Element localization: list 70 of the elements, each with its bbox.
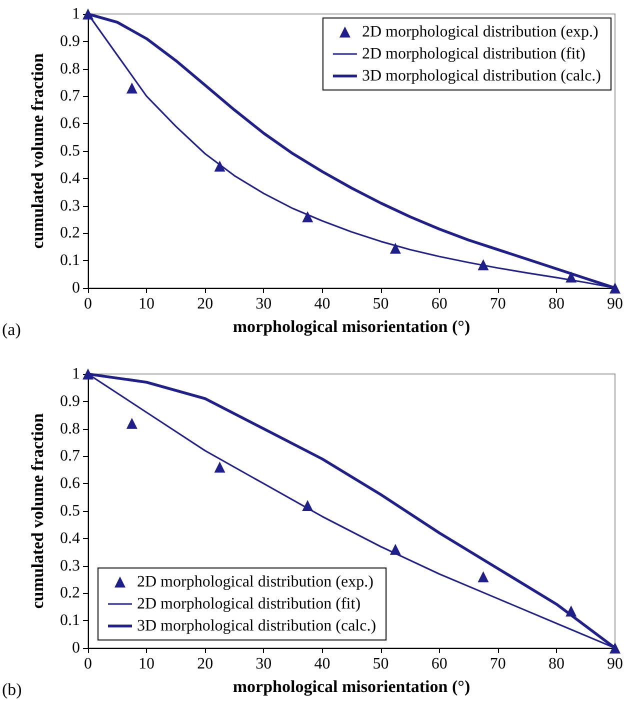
legend-label: 3D morphological distribution (calc.) bbox=[362, 68, 602, 84]
y-tick-label: 0 bbox=[72, 280, 80, 296]
x-tick-label: 20 bbox=[197, 296, 214, 312]
y-axis-title: cumulated volume fraction bbox=[28, 52, 47, 249]
y-tick-label: 0.8 bbox=[60, 420, 80, 438]
point bbox=[390, 544, 401, 555]
legend-label: 3D morphological distribution (calc.) bbox=[137, 618, 376, 634]
point bbox=[566, 606, 577, 617]
y-tick-label: 0.9 bbox=[60, 32, 80, 50]
x-tick-label: 60 bbox=[431, 296, 448, 312]
y-tick-label: 0.9 bbox=[60, 392, 80, 410]
y-tick-label: 1 bbox=[72, 6, 80, 22]
y-axis-title: cumulated volume fraction bbox=[28, 412, 47, 609]
y-tick-label: 0.7 bbox=[60, 88, 80, 105]
x-tick-label: 30 bbox=[256, 296, 272, 312]
x-tick-label: 70 bbox=[490, 656, 506, 672]
point bbox=[82, 368, 94, 380]
x-tick-label: 10 bbox=[138, 296, 155, 312]
legend-label: 2D morphological distribution (exp.) bbox=[362, 24, 598, 40]
legend-label: 2D morphological distribution (fit) bbox=[362, 46, 586, 62]
y-tick-label: 0 bbox=[72, 640, 80, 656]
legend-label: 2D morphological distribution (exp.) bbox=[137, 574, 374, 590]
x-axis-title: morphological misorientation (°) bbox=[232, 317, 470, 336]
x-tick-label: 80 bbox=[548, 656, 564, 672]
point bbox=[82, 8, 94, 20]
point bbox=[390, 242, 401, 254]
y-tick-label: 0.1 bbox=[60, 612, 80, 630]
x-tick-label: 90 bbox=[607, 296, 623, 312]
text: (b) bbox=[2, 680, 22, 699]
point bbox=[478, 571, 489, 582]
y-tick-label: 0.2 bbox=[60, 224, 80, 242]
y-tick-label: 0.3 bbox=[60, 557, 80, 574]
x-tick-label: 20 bbox=[197, 656, 214, 672]
point bbox=[214, 160, 226, 172]
x-tick-label: 0 bbox=[84, 656, 92, 672]
y-tick-label: 0.3 bbox=[60, 197, 80, 214]
y-tick-label: 0.6 bbox=[60, 115, 80, 132]
x-tick-label: 0 bbox=[84, 296, 92, 312]
y-tick-label: 1 bbox=[72, 366, 80, 382]
legend-label: 2D morphological distribution (fit) bbox=[137, 596, 361, 612]
point bbox=[126, 82, 138, 94]
x-tick-label: 40 bbox=[314, 656, 330, 672]
x-tick-label: 50 bbox=[372, 656, 389, 672]
y-tick-label: 0.5 bbox=[60, 502, 80, 520]
x-tick-label: 50 bbox=[372, 296, 389, 312]
point bbox=[566, 272, 577, 283]
y-tick-label: 0.5 bbox=[60, 142, 80, 160]
y-tick-label: 0.8 bbox=[60, 60, 80, 78]
x-axis-title: morphological misorientation (°) bbox=[232, 677, 470, 696]
y-tick-label: 0.2 bbox=[60, 584, 80, 602]
point bbox=[610, 642, 620, 654]
x-tick-label: 70 bbox=[490, 296, 506, 312]
x-tick-label: 60 bbox=[431, 656, 448, 672]
x-tick-label: 90 bbox=[607, 656, 623, 672]
point bbox=[126, 418, 138, 429]
point bbox=[478, 259, 489, 270]
point bbox=[302, 211, 314, 222]
point bbox=[610, 282, 620, 294]
x-tick-label: 10 bbox=[138, 656, 155, 672]
point bbox=[302, 500, 314, 512]
y-tick-label: 0.4 bbox=[60, 530, 80, 547]
x-tick-label: 30 bbox=[256, 656, 272, 672]
x-tick-label: 80 bbox=[548, 296, 564, 312]
y-tick-label: 0.6 bbox=[60, 475, 80, 492]
y-tick-label: 0.1 bbox=[60, 252, 80, 270]
text: (a) bbox=[2, 320, 21, 339]
y-tick-label: 0.4 bbox=[60, 170, 80, 187]
y-tick-label: 0.7 bbox=[60, 448, 80, 465]
x-tick-label: 40 bbox=[314, 296, 330, 312]
point bbox=[214, 462, 226, 473]
